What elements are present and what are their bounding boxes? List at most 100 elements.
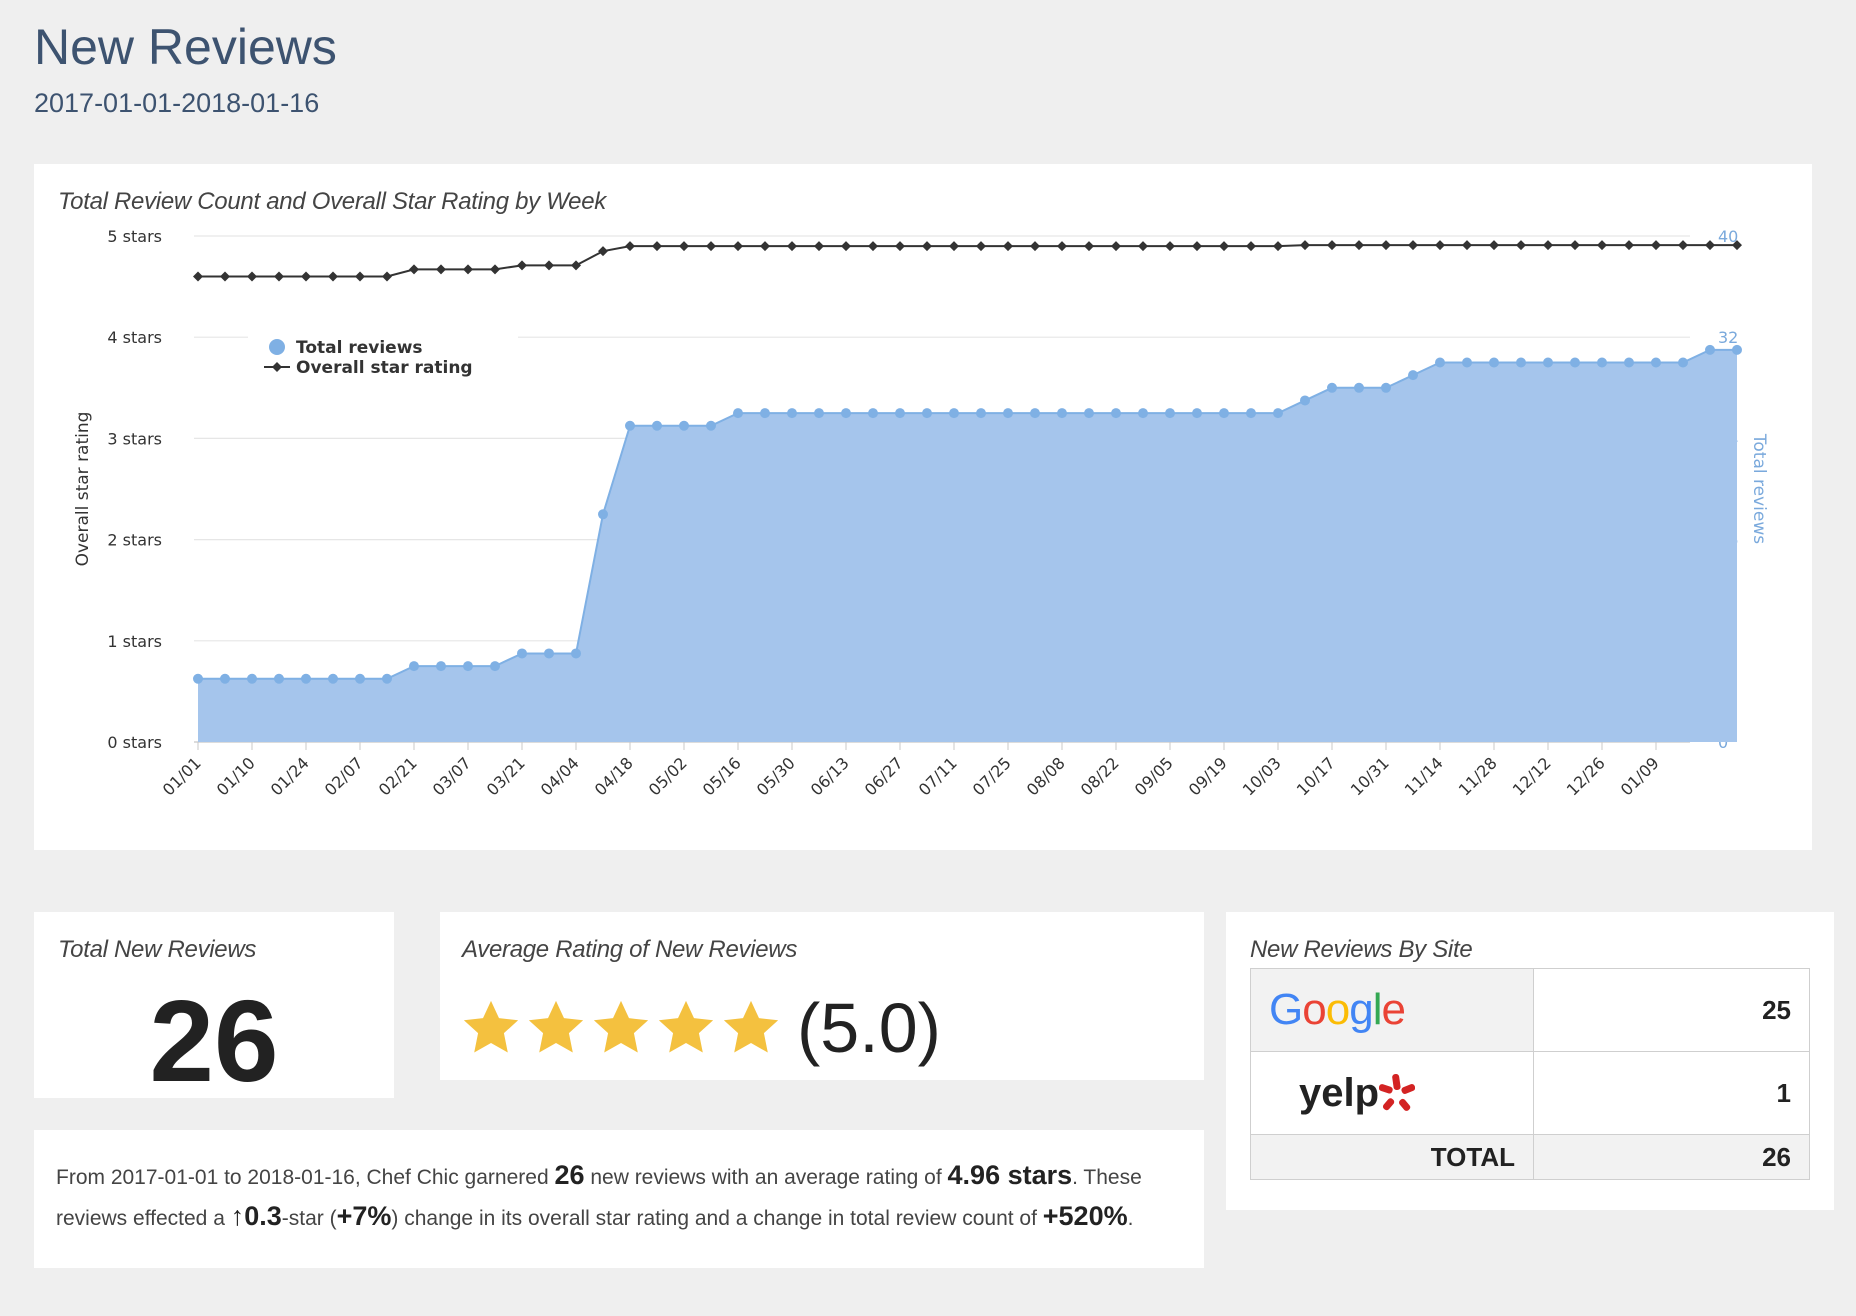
y-tick-label: 4 stars <box>107 328 162 347</box>
rating-point <box>814 241 824 252</box>
rating-point <box>922 241 932 252</box>
reviews-point <box>382 673 392 684</box>
reviews-point <box>1381 382 1391 393</box>
reviews-point <box>1408 370 1418 381</box>
x-tick-label: 11/28 <box>1455 753 1501 799</box>
x-tick-label: 01/09 <box>1617 753 1663 799</box>
rating-point <box>1516 240 1526 251</box>
rating-point <box>679 241 689 252</box>
star-icon <box>463 1000 519 1053</box>
rating-point <box>1381 240 1391 251</box>
rating-point <box>1462 240 1472 251</box>
reviews-point <box>895 408 905 419</box>
x-tick-label: 03/07 <box>429 753 475 799</box>
rating-point <box>409 264 419 275</box>
average-rating-value: (5.0) <box>797 989 941 1067</box>
reviews-point <box>436 661 446 672</box>
x-tick-label: 09/19 <box>1185 753 1231 799</box>
summary-part: From 2017-01-01 to 2018-01-16, Chef Chic… <box>56 1166 555 1189</box>
reviews-point <box>1678 357 1688 368</box>
rating-point <box>247 271 257 282</box>
reviews-by-site-table: Google 25 yelp <box>1250 968 1810 1180</box>
average-rating-card: Average Rating of New Reviews (5.0) <box>440 912 1204 1080</box>
reviews-point <box>1354 382 1364 393</box>
rating-point <box>193 271 203 282</box>
star-rating: (5.0) <box>460 988 941 1068</box>
rating-point <box>1057 241 1067 252</box>
x-tick-label: 11/14 <box>1401 753 1447 799</box>
rating-point <box>1678 240 1688 251</box>
rating-point <box>1408 240 1418 251</box>
rating-point <box>1354 240 1364 251</box>
rating-point <box>1570 240 1580 251</box>
rating-point <box>1030 241 1040 252</box>
rating-point <box>841 241 851 252</box>
x-tick-label: 01/24 <box>267 753 313 799</box>
reviews-point <box>1543 357 1553 368</box>
total-label: TOTAL <box>1250 1134 1534 1180</box>
table-row: Google 25 <box>1250 968 1810 1052</box>
reviews-point <box>1057 408 1067 419</box>
google-logo-letter: e <box>1381 985 1406 1034</box>
yelp-count: 1 <box>1533 1051 1810 1135</box>
reviews-point <box>1489 357 1499 368</box>
rating-point <box>1003 241 1013 252</box>
average-rating-title: Average Rating of New Reviews <box>462 936 798 963</box>
summary-part: . These reviews effected a <box>56 1166 1142 1230</box>
rating-point <box>220 271 230 282</box>
reviews-point <box>706 420 716 431</box>
reviews-point <box>1219 408 1229 419</box>
star-icon <box>528 1000 584 1053</box>
x-tick-label: 12/12 <box>1509 753 1555 799</box>
summary-percent: +7% <box>336 1201 392 1231</box>
reviews-point <box>733 408 743 419</box>
summary-part: ) change in its overall star rating and … <box>391 1207 1043 1230</box>
summary-average: 4.96 stars <box>947 1160 1073 1190</box>
reviews-point <box>1138 408 1148 419</box>
rating-point <box>274 271 284 282</box>
x-tick-label: 08/22 <box>1077 753 1123 799</box>
date-range: 2017-01-01-2018-01-16 <box>34 88 320 118</box>
rating-point <box>1543 240 1553 251</box>
legend-rating-label: Overall star rating <box>296 358 473 378</box>
rating-point <box>1300 240 1310 251</box>
y-tick-label: 1 stars <box>107 632 162 651</box>
yelp-logo-cell: yelp <box>1250 1051 1534 1135</box>
y2-axis-title: Total reviews <box>1749 433 1769 544</box>
rating-point <box>868 241 878 252</box>
legend-background <box>248 334 518 390</box>
google-logo-cell: Google <box>1250 968 1534 1052</box>
rating-point <box>895 241 905 252</box>
rating-point <box>544 260 554 271</box>
legend-reviews-label: Total reviews <box>296 338 423 358</box>
x-tick-label: 05/16 <box>699 753 745 799</box>
rating-point <box>1489 240 1499 251</box>
yelp-logo: yelp <box>1269 1071 1515 1116</box>
yelp-wordmark: yelp <box>1299 1070 1380 1115</box>
reviews-area <box>198 349 1737 742</box>
rating-point <box>436 264 446 275</box>
up-arrow-icon: ↑ <box>230 1201 245 1231</box>
x-tick-label: 01/01 <box>159 753 205 799</box>
reviews-point <box>625 420 635 431</box>
reviews-point <box>571 648 581 659</box>
summary-count: 26 <box>554 1160 585 1190</box>
google-logo-letter: G <box>1269 985 1303 1034</box>
y-tick-label: 0 stars <box>107 733 162 752</box>
google-logo: Google <box>1269 985 1406 1034</box>
google-logo-letter: o <box>1302 985 1327 1034</box>
reviews-point <box>463 661 473 672</box>
rating-point <box>1138 241 1148 252</box>
reviews-point <box>949 408 959 419</box>
rating-point <box>1597 240 1607 251</box>
reviews-point <box>1192 408 1202 419</box>
reviews-point <box>814 408 824 419</box>
summary-text: From 2017-01-01 to 2018-01-16, Chef Chic… <box>56 1156 1176 1238</box>
reviews-point <box>1570 357 1580 368</box>
reviews-point <box>1597 357 1607 368</box>
x-tick-label: 09/05 <box>1131 753 1177 799</box>
reviews-point <box>841 408 851 419</box>
rating-point <box>382 271 392 282</box>
summary-total-percent: +520% <box>1042 1201 1128 1231</box>
rating-point <box>1651 240 1661 251</box>
